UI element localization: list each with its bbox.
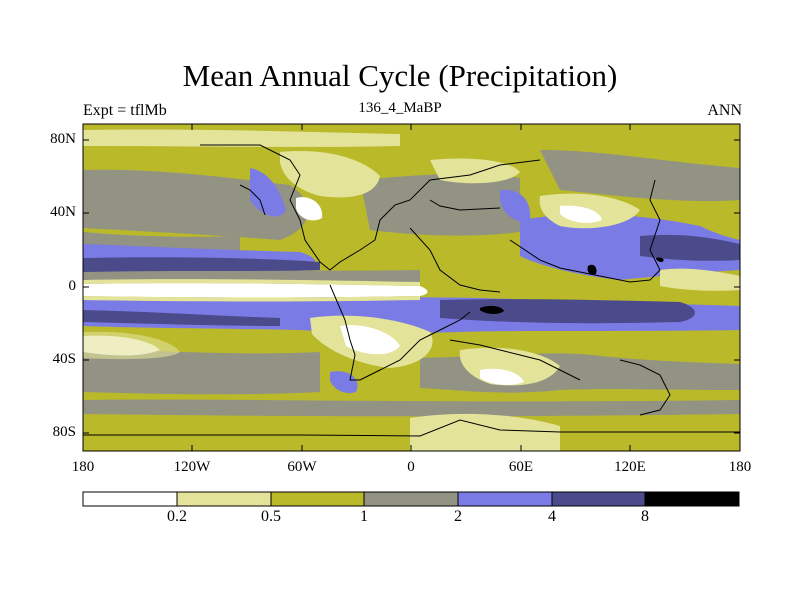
field-black-max-3 (656, 257, 664, 262)
field-light-antarctic (410, 413, 560, 451)
field-gray-n-asia (540, 150, 740, 202)
field-dark-itcz-n (83, 257, 320, 272)
field-gray-s-pacific (83, 350, 320, 395)
lon-label-60e: 60E (508, 459, 534, 475)
coast-s-america (329, 284, 471, 381)
season-label: ANN (707, 102, 742, 119)
axis-ticks (82, 124, 741, 451)
colorbar-label-3: 2 (454, 508, 462, 525)
lat-label-0: 0 (68, 278, 77, 294)
lon-label-120w: 120W (173, 459, 211, 475)
lon-label-180e: 180 (728, 459, 752, 475)
field-light-arctic (83, 129, 400, 147)
colorbar-swatch-6 (644, 491, 740, 507)
field-blue-asia (500, 189, 531, 222)
lat-label-40n: 40N (50, 204, 76, 220)
field-dark-w-pacific (640, 234, 740, 261)
field-light-s-pacific (83, 331, 180, 360)
colorbar-label-1: 0.5 (261, 508, 281, 525)
map-title: Mean Annual Cycle (Precipitation) (182, 58, 618, 93)
coast-n-america-west (200, 144, 331, 271)
lon-label-60w: 60W (287, 459, 317, 475)
field-gray-eurasia (360, 173, 520, 236)
lon-label-180w: 180 (71, 459, 95, 475)
field-blue-w-pacific (520, 214, 740, 280)
field-white-central-asia (560, 205, 602, 223)
field-light-n-atlantic (280, 151, 380, 198)
lon-label-0: 0 (407, 459, 415, 475)
coast-w-africa (409, 227, 501, 293)
colorbar-swatch-2 (270, 491, 365, 507)
colorbar-swatch-5 (551, 491, 646, 507)
coastlines (83, 144, 740, 437)
experiment-label: Expt = tflMb (83, 102, 167, 119)
colorbar-swatch-0 (82, 491, 178, 507)
field-white-s-africa (480, 368, 524, 385)
field-gray-southern-ocean (83, 399, 740, 417)
lat-label-80s: 80S (52, 424, 76, 440)
field-dark-indian (440, 299, 695, 324)
run-label: 136_4_MaBP (358, 100, 442, 116)
field-black-max-2 (587, 264, 597, 275)
colorbar-label-5: 8 (641, 508, 649, 525)
field-white-s-atlantic (340, 325, 400, 355)
field-light-e-pacific (660, 268, 740, 291)
colorbar-swatch-4 (457, 491, 553, 507)
field-blue-n-america (250, 168, 286, 217)
coast-asia-south (509, 179, 661, 283)
field-white-eq-dry (83, 283, 428, 298)
colorbar-label-4: 4 (548, 508, 556, 525)
colorbar-label-2: 1 (360, 508, 368, 525)
field-light-eq-edge-n (83, 279, 420, 286)
colorbar (82, 491, 740, 507)
colorbar-swatch-3 (363, 491, 459, 507)
precip-field (83, 124, 740, 451)
field-black-max (480, 305, 504, 314)
coast-n-america-east (329, 159, 541, 271)
field-dark-spcz-w (83, 310, 280, 326)
lat-label-40s: 40S (52, 351, 76, 367)
lat-label-80n: 80N (50, 131, 76, 147)
lon-label-120e: 120E (614, 459, 646, 475)
coast-australia (619, 359, 671, 416)
colorbar-swatch-1 (176, 491, 272, 507)
coast-hudson (239, 184, 266, 216)
colorbar-label-0: 0.2 (167, 508, 187, 525)
coast-antarctica (83, 419, 740, 437)
coast-mediterranean (429, 199, 501, 211)
coast-s-africa (449, 339, 581, 381)
field-white-n-america (296, 197, 323, 221)
